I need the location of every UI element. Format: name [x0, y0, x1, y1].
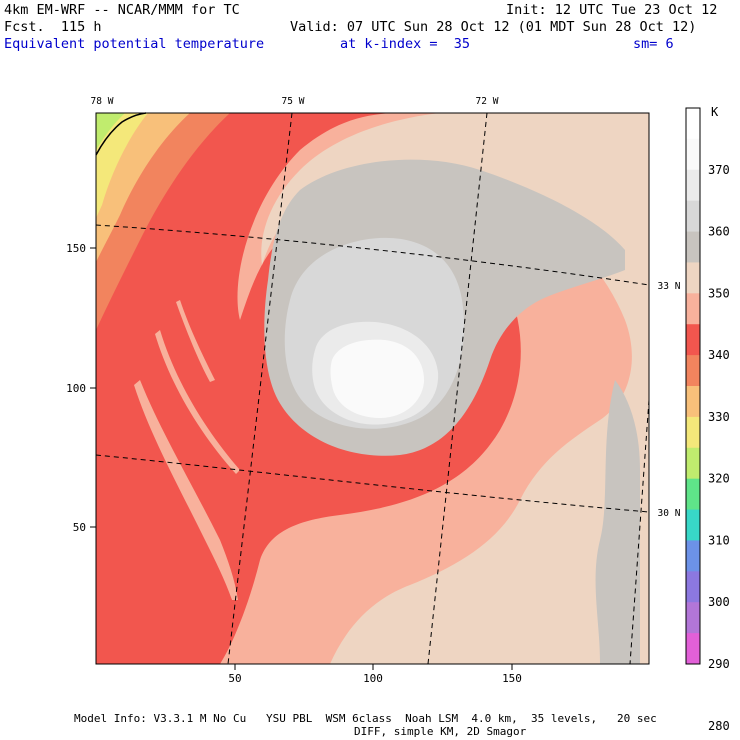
x-tick-label: 150	[502, 672, 522, 685]
init-time: Init: 12 UTC Tue 23 Oct 12	[506, 2, 718, 18]
legend-swatch	[686, 138, 700, 171]
legend-swatch	[686, 293, 700, 325]
band-320	[96, 113, 148, 218]
latlon-grid	[95, 112, 650, 665]
legend-swatch	[686, 447, 700, 480]
level-label: at k-index = 35	[340, 36, 471, 52]
legend-swatch	[686, 200, 700, 233]
legend-label: 330	[708, 410, 730, 424]
legend-swatch	[686, 108, 700, 140]
spiral-band-3	[176, 300, 215, 382]
legend-label: 350	[708, 286, 730, 300]
legend-swatch	[686, 355, 700, 387]
legend-label: 300	[708, 595, 730, 609]
legend-label: 310	[708, 533, 730, 547]
band-370	[330, 339, 425, 418]
model-info: Model Info: V3.3.1 M No Cu YSU PBL WSM 6…	[74, 712, 657, 725]
model-title: 4km EM-WRF -- NCAR/MMM for TC	[4, 2, 240, 18]
spiral-band-1	[134, 380, 238, 600]
legend-swatch	[686, 386, 700, 418]
forecast-hour: Fcst. 115 h	[4, 19, 102, 35]
legend-unit: K	[711, 105, 719, 119]
legend-label: 280	[708, 719, 730, 733]
legend-swatch	[686, 231, 700, 263]
lat-label: 30 N	[658, 508, 681, 519]
band-355-east	[595, 380, 640, 664]
legend-swatch	[686, 602, 700, 634]
smoothing-label: sm= 6	[633, 36, 674, 52]
axis-ticks	[90, 247, 513, 670]
legend-swatch	[686, 262, 700, 294]
coastline	[95, 112, 147, 156]
lon-label: 78 W	[91, 96, 114, 107]
spiral-band-2	[155, 330, 240, 474]
y-tick-label: 150	[66, 242, 86, 255]
lat-label: 33 N	[658, 281, 681, 292]
legend-frame	[685, 107, 701, 665]
band-315	[96, 113, 125, 150]
theta-e-field	[96, 113, 649, 664]
legend-swatch	[686, 540, 700, 572]
legend-label: 340	[708, 348, 730, 362]
lon-label: 72 W	[476, 96, 499, 107]
legend-swatch	[686, 169, 700, 202]
legend-label: 370	[708, 163, 730, 177]
diffusion-info: DIFF, simple KM, 2D Smagor	[354, 725, 527, 738]
legend-swatch	[686, 416, 700, 449]
legend-swatch	[686, 478, 700, 511]
legend-swatch	[686, 571, 700, 603]
x-tick-label: 100	[363, 672, 383, 685]
band-350	[261, 113, 649, 664]
x-tick-label: 50	[228, 672, 241, 685]
field-name: Equivalent potential temperature	[4, 36, 265, 52]
legend-swatch	[686, 509, 700, 541]
legend-swatch	[686, 324, 700, 356]
legend-label: 360	[708, 225, 730, 239]
legend-swatch	[686, 633, 700, 665]
lon-label: 75 W	[282, 96, 305, 107]
y-tick-label: 100	[66, 382, 86, 395]
valid-time: Valid: 07 UTC Sun 28 Oct 12 (01 MDT Sun …	[290, 19, 697, 35]
y-tick-label: 50	[73, 521, 86, 534]
legend-label: 290	[708, 657, 730, 671]
legend-label: 320	[708, 472, 730, 486]
color-legend: K 370 360 350 340 330 320 310 300 290 280	[685, 105, 730, 733]
